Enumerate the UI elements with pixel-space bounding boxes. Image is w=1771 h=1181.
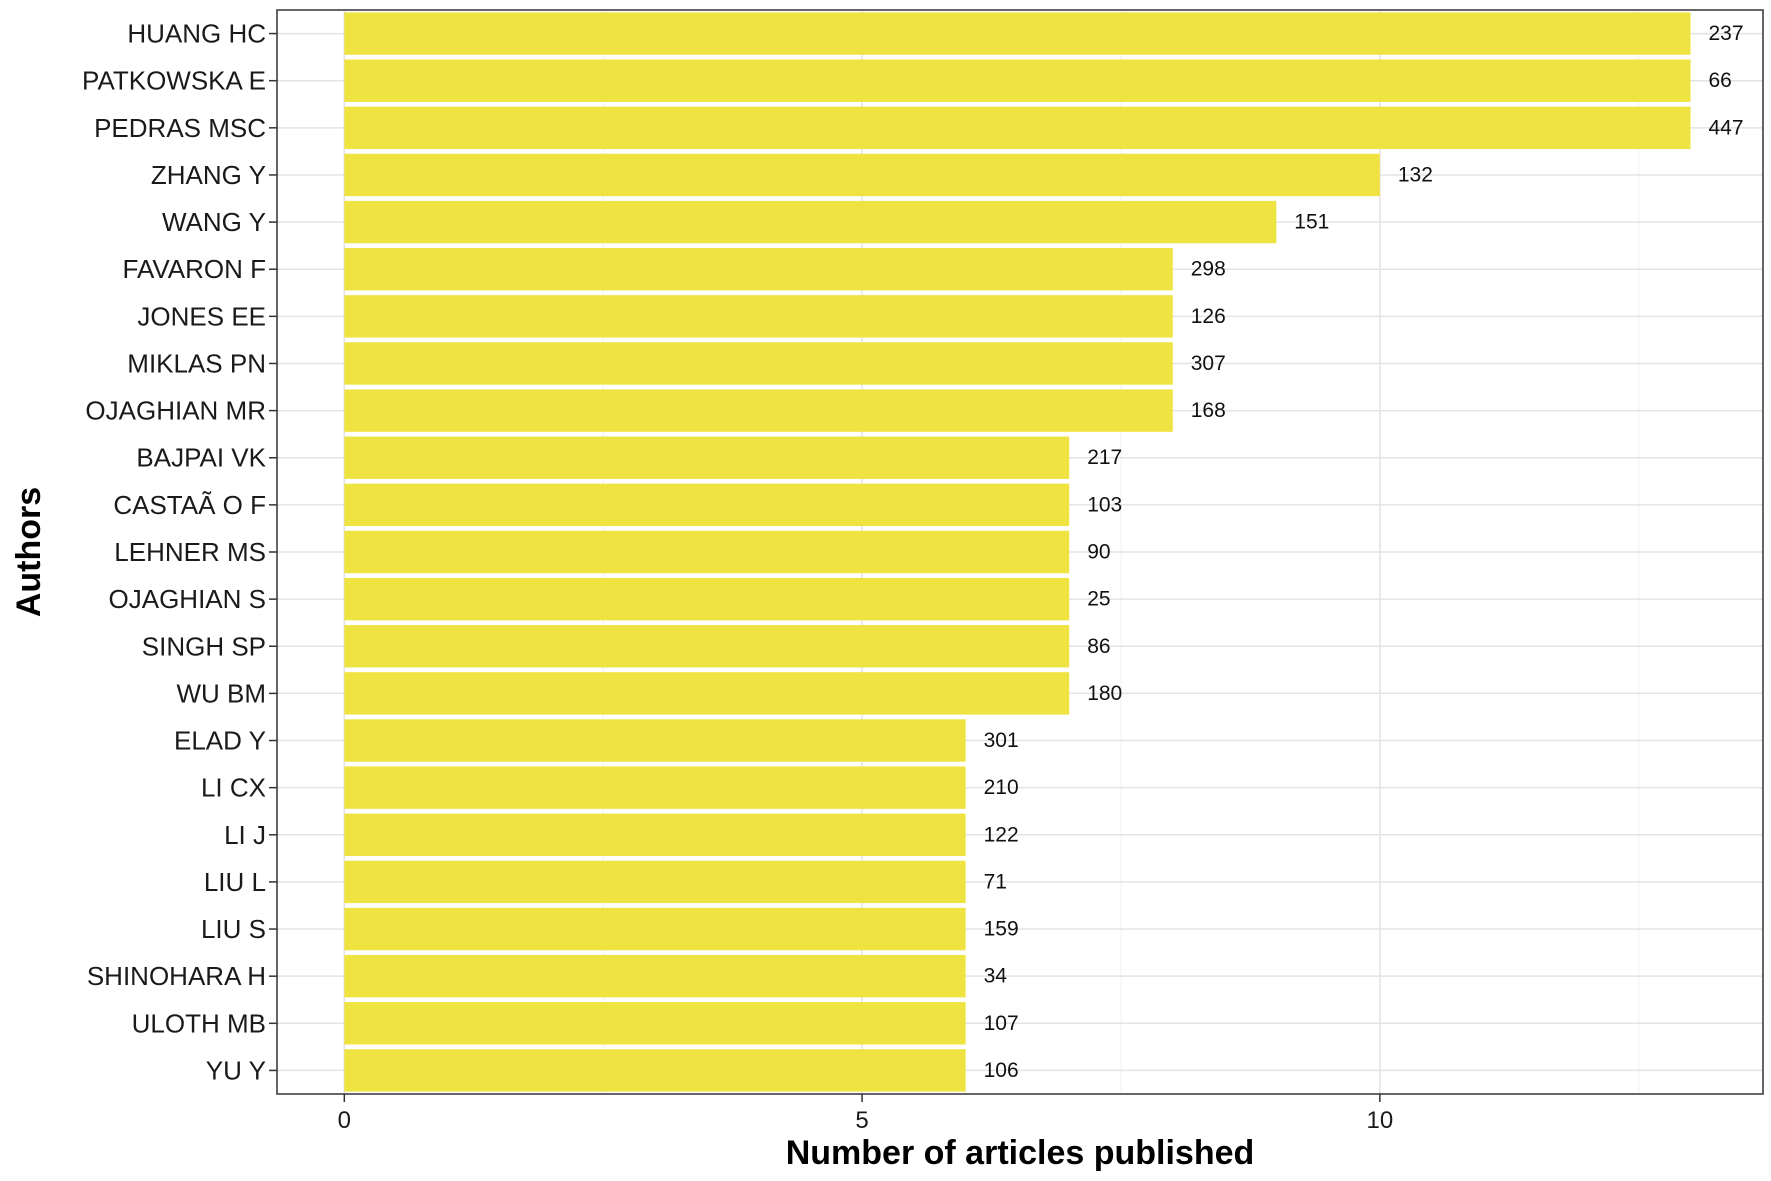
bars <box>344 12 1691 1092</box>
bar <box>344 200 1277 244</box>
y-tick-label: SHINOHARA H <box>87 961 266 991</box>
bar-value-label: 159 <box>984 918 1019 941</box>
bar <box>344 12 1691 55</box>
bar-value-label: 237 <box>1709 22 1744 45</box>
bar <box>344 907 966 951</box>
y-tick-label: HUANG HC <box>127 19 266 49</box>
bar-value-label: 126 <box>1191 305 1226 328</box>
y-tick-label: ZHANG Y <box>151 160 266 190</box>
bar-value-label: 151 <box>1294 211 1329 234</box>
y-tick-label: LI CX <box>201 773 266 803</box>
bar-value-label: 107 <box>984 1012 1019 1035</box>
bar-value-label: 66 <box>1709 69 1732 92</box>
bar-value-label: 71 <box>984 870 1007 893</box>
bar-value-label: 210 <box>984 776 1019 799</box>
bar-value-label: 34 <box>984 965 1008 988</box>
bar <box>344 342 1173 385</box>
bar-value-label: 103 <box>1087 493 1122 516</box>
bar <box>344 766 966 809</box>
bar <box>344 483 1070 527</box>
bar <box>344 1049 966 1092</box>
y-tick-label: JONES EE <box>137 301 266 331</box>
bar <box>344 954 966 998</box>
y-tick-label: LEHNER MS <box>114 537 266 567</box>
x-axis: 0 5 10 <box>338 1094 1393 1134</box>
x-tick-label: 5 <box>855 1107 868 1134</box>
x-tick-label: 0 <box>338 1107 351 1134</box>
bar-value-label: 25 <box>1087 588 1110 611</box>
bar-value-label: 307 <box>1191 352 1226 375</box>
bar <box>344 860 966 904</box>
y-tick-label: LIU L <box>204 867 266 897</box>
bar <box>344 577 1070 621</box>
bar-value-label: 122 <box>984 823 1019 846</box>
bar <box>344 1002 966 1045</box>
bar-value-label: 217 <box>1087 446 1122 469</box>
bar <box>344 295 1173 338</box>
y-tick-label: YU Y <box>206 1055 266 1085</box>
bar <box>344 813 966 856</box>
bar-value-label: 447 <box>1709 116 1744 139</box>
bar-value-label: 180 <box>1087 682 1122 705</box>
y-tick-label: BAJPAI VK <box>136 443 266 473</box>
y-tick-label: WANG Y <box>162 207 266 237</box>
bar-value-label: 168 <box>1191 399 1226 422</box>
bar-value-label: 298 <box>1191 258 1226 281</box>
bar <box>344 153 1380 197</box>
y-axis: YU Y ULOTH MB SHINOHARA H LIU S LIU L LI J LI … <box>82 19 277 1085</box>
data-labels: 106 107 34 159 71 122 210 301 180 86 25 90 103 217 168… <box>984 22 1744 1082</box>
bar-value-label: 106 <box>984 1059 1019 1082</box>
bar <box>344 248 1173 291</box>
bar <box>344 436 1070 479</box>
x-tick-label: 10 <box>1366 1107 1393 1134</box>
y-tick-label: ULOTH MB <box>132 1008 266 1038</box>
bar <box>344 106 1691 150</box>
y-tick-label: LI J <box>224 820 266 850</box>
bar <box>344 625 1070 668</box>
bar-value-label: 301 <box>984 729 1019 752</box>
y-tick-label: SINGH SP <box>142 631 266 661</box>
bar-value-label: 90 <box>1087 541 1110 564</box>
y-tick-label: MIKLAS PN <box>127 348 266 378</box>
y-tick-label: ELAD Y <box>174 726 266 756</box>
bar <box>344 59 1691 102</box>
bar <box>344 530 1070 574</box>
y-tick-label: WU BM <box>176 678 266 708</box>
y-tick-label: CASTAÃ O F <box>113 490 266 520</box>
x-axis-title: Number of articles published <box>786 1134 1255 1172</box>
bar <box>344 719 966 762</box>
bar <box>344 389 1173 432</box>
y-axis-title: Authors <box>10 487 48 617</box>
bar-value-label: 86 <box>1087 635 1110 658</box>
bar-value-label: 132 <box>1398 163 1433 186</box>
y-tick-label: OJAGHIAN S <box>109 584 266 614</box>
y-tick-label: OJAGHIAN MR <box>85 396 266 426</box>
y-tick-label: FAVARON F <box>123 254 267 284</box>
y-tick-label: LIU S <box>201 914 266 944</box>
y-tick-label: PATKOWSKA E <box>82 66 266 96</box>
y-tick-label: PEDRAS MSC <box>94 113 266 143</box>
bar <box>344 672 1070 715</box>
